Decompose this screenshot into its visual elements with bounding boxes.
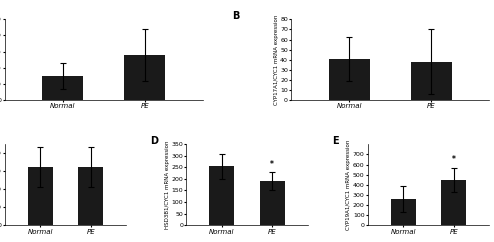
Bar <box>28 167 53 225</box>
Text: D: D <box>150 136 158 146</box>
Bar <box>124 55 165 100</box>
Bar <box>78 167 103 225</box>
Y-axis label: CYP19A1/CYC1 mRNA expression: CYP19A1/CYC1 mRNA expression <box>346 140 351 230</box>
Bar <box>391 199 416 225</box>
Bar <box>209 166 234 225</box>
Bar <box>260 181 285 225</box>
Bar <box>329 59 370 100</box>
Y-axis label: HSD3B1/CYC1 mRNA expression: HSD3B1/CYC1 mRNA expression <box>165 140 170 229</box>
Y-axis label: CYP17A1/CYC1 mRNA expression: CYP17A1/CYC1 mRNA expression <box>274 15 279 105</box>
Text: *: * <box>270 160 274 169</box>
Bar <box>411 62 452 100</box>
Text: B: B <box>232 11 240 21</box>
Bar <box>42 76 83 100</box>
Text: E: E <box>332 136 338 146</box>
Bar <box>441 180 466 225</box>
Text: *: * <box>452 155 455 164</box>
